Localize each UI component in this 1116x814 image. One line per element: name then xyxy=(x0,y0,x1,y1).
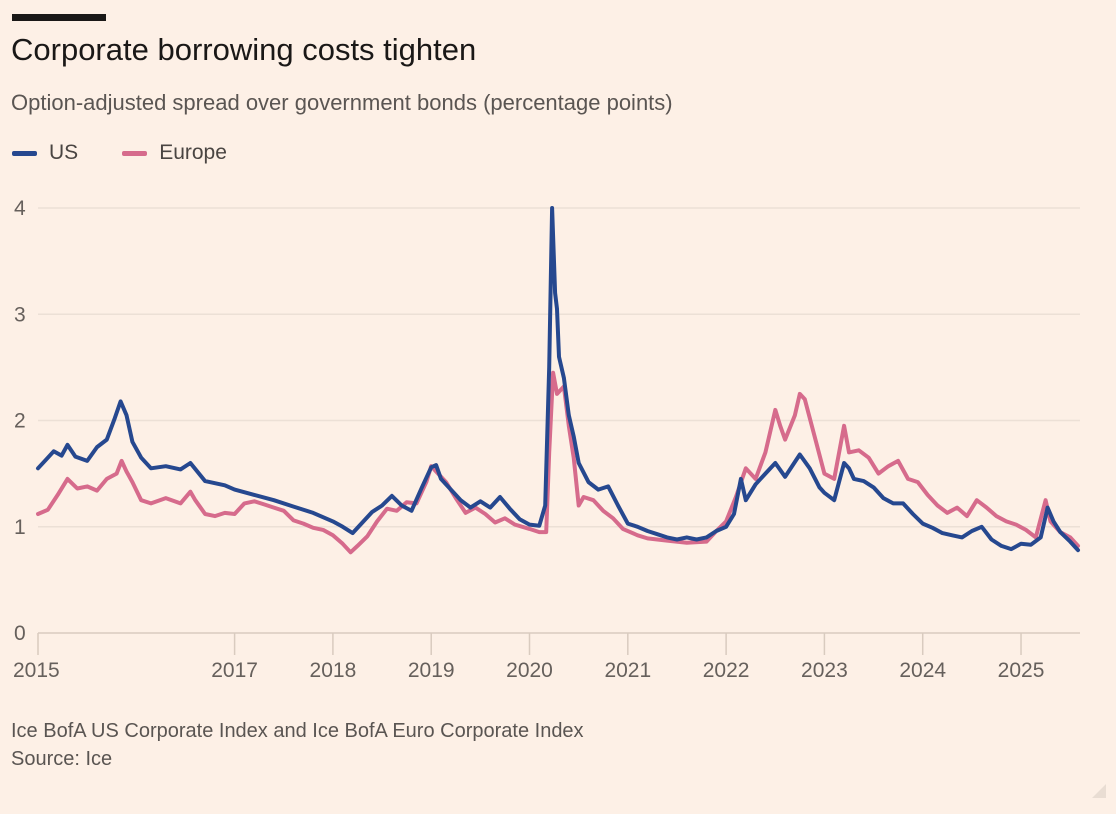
chart-title: Corporate borrowing costs tighten xyxy=(11,32,477,67)
footnote: Ice BofA US Corporate Index and Ice BofA… xyxy=(11,717,584,773)
legend: US Europe xyxy=(12,140,271,166)
y-tick-label: 0 xyxy=(14,622,26,645)
legend-item-europe: Europe xyxy=(122,141,227,165)
x-tick-label: 2018 xyxy=(310,659,357,682)
series-lines xyxy=(36,206,1080,555)
footnote-indices: Ice BofA US Corporate Index and Ice BofA… xyxy=(11,720,584,742)
y-tick-label: 3 xyxy=(14,303,26,326)
legend-item-us: US xyxy=(12,141,78,165)
x-tick-label: 2015 xyxy=(13,659,60,682)
x-tick-label: 2023 xyxy=(801,659,848,682)
x-axis: 2015 2017 2018 2019 2020 2021 2022 2023 2024 2025 xyxy=(13,632,1080,682)
x-tick-label: 2021 xyxy=(604,659,651,682)
gridlines xyxy=(38,207,1080,528)
chart-subtitle: Option-adjusted spread over government b… xyxy=(11,90,673,115)
legend-swatch-us xyxy=(12,150,37,156)
x-tick-label: 2025 xyxy=(998,659,1045,682)
x-tick-label: 2022 xyxy=(703,659,750,682)
y-tick-label: 4 xyxy=(14,197,26,220)
legend-swatch-europe xyxy=(122,150,148,156)
legend-label-europe: Europe xyxy=(159,141,227,164)
legend-label-us: US xyxy=(49,141,79,164)
line-chart: 2015 2017 2018 2019 2020 2021 2022 2023 2024 2025… xyxy=(13,197,1080,682)
y-tick-label: 1 xyxy=(14,516,26,539)
x-tick-label: 2024 xyxy=(899,659,946,682)
series-line-europe xyxy=(36,370,1080,555)
series-line-us xyxy=(36,206,1080,553)
footnote-source: Source: Ice xyxy=(11,748,113,770)
x-tick-label: 2019 xyxy=(408,659,455,682)
resize-handle-icon xyxy=(1092,784,1106,798)
y-tick-label: 2 xyxy=(14,410,26,433)
x-tick-label: 2020 xyxy=(506,659,553,682)
y-axis: 0 1 2 3 4 xyxy=(14,197,26,645)
brand-bar xyxy=(12,14,106,21)
x-tick-label: 2017 xyxy=(211,659,258,682)
